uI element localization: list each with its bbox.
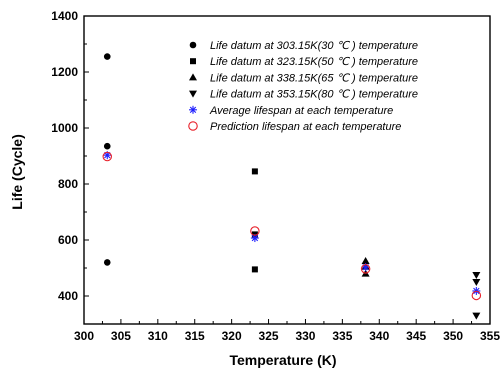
x-tick-label: 315 xyxy=(185,329,205,343)
data-point-series-6 xyxy=(360,264,371,274)
x-tick-label: 325 xyxy=(259,329,279,343)
x-tick-label: 300 xyxy=(74,329,94,343)
legend-label-6: Prediction lifespan at each temperature xyxy=(210,121,401,133)
y-axis-title: Life (Cycle) xyxy=(9,134,25,209)
x-tick-label: 330 xyxy=(295,329,315,343)
y-tick-label: 600 xyxy=(58,233,78,247)
x-tick-label: 310 xyxy=(148,329,168,343)
x-tick-label: 350 xyxy=(443,329,463,343)
legend-label-4: Life datum at 353.15K(80 ℃ ) temperature xyxy=(210,89,418,101)
axis-ticks xyxy=(83,15,491,325)
data-point-series-6 xyxy=(471,290,482,301)
y-tick-label: 1000 xyxy=(51,121,78,135)
legend-label-1: Life datum at 303.15K(30 ℃ ) temperature xyxy=(210,40,418,52)
y-tick-label: 400 xyxy=(58,289,78,303)
y-tick-labels: 400 600 800 1000 1200 1400 xyxy=(51,9,78,303)
data-point-series-1 xyxy=(103,53,111,60)
data-point-series-6 xyxy=(102,151,113,162)
legend-marker-6 xyxy=(188,121,198,131)
data-point-series-2 xyxy=(251,168,258,175)
data-point-series-4 xyxy=(472,279,481,286)
x-tick-label: 335 xyxy=(332,329,352,343)
x-axis-title: Temperature (K) xyxy=(229,352,336,368)
x-tick-label: 340 xyxy=(369,329,389,343)
legend-label-5: Average lifespan at each temperature xyxy=(209,105,393,117)
data-point-series-3 xyxy=(361,257,370,264)
legend-marker-3 xyxy=(189,73,197,81)
legend-marker-2 xyxy=(190,58,196,65)
data-point-series-6 xyxy=(250,226,260,236)
x-tick-labels: 300 305 310 315 320 325 330 335 340 345 350 355 xyxy=(74,329,500,343)
legend-marker-4 xyxy=(189,90,197,98)
y-tick-label: 1200 xyxy=(51,65,78,79)
legend-marker-1 xyxy=(189,41,197,49)
x-tick-label: 355 xyxy=(480,329,500,343)
data-point-series-1 xyxy=(103,142,111,150)
data-point-series-1 xyxy=(103,259,111,266)
y-tick-label: 800 xyxy=(58,177,78,191)
legend-label-3: Life datum at 338.15K(65 ℃ ) temperature xyxy=(210,72,418,84)
x-tick-label: 305 xyxy=(111,329,131,343)
data-point-series-4 xyxy=(472,272,481,279)
data-points xyxy=(102,53,482,320)
legend: Life datum at 303.15K(30 ℃ ) temperature… xyxy=(188,40,418,133)
y-tick-label: 1400 xyxy=(51,9,78,23)
x-tick-label: 320 xyxy=(222,329,242,343)
legend-marker-5 xyxy=(189,105,197,114)
data-point-series-4 xyxy=(472,312,481,320)
data-point-series-2 xyxy=(251,266,258,273)
legend-label-2: Life datum at 323.15K(50 ℃ ) temperature xyxy=(210,56,418,68)
x-tick-label: 345 xyxy=(406,329,426,343)
